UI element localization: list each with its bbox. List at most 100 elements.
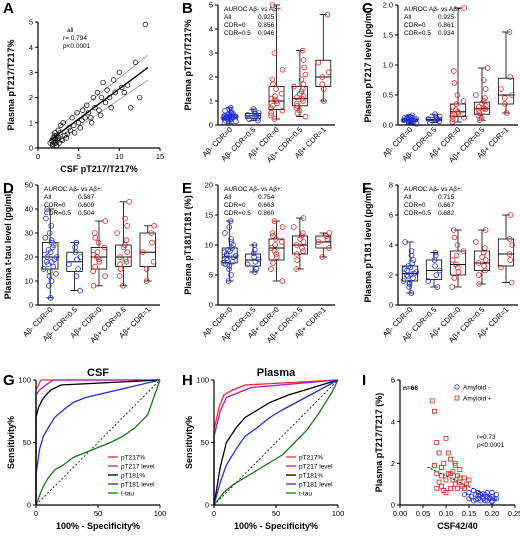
panel-b-point (272, 93, 278, 99)
panel-c-point (503, 110, 510, 116)
panel-d-ylabel: Plasma t-tau level (pg/ml) (3, 191, 13, 300)
panel-e-letter: E (182, 180, 192, 197)
panel-e-point (274, 254, 280, 260)
panel-b-auroc-label: All (224, 14, 232, 21)
panel-b-point (293, 94, 300, 101)
panel-b-point (299, 47, 306, 54)
panel-b-point (324, 11, 331, 18)
panel-f-auroc-label: CDR=0.5 (404, 210, 431, 217)
panel-i-xtick-label: 0.25 (508, 509, 520, 518)
panel-d-ytick-label: 40 (25, 205, 33, 214)
panel-f-ytick-label: 0 (389, 301, 393, 310)
panel-e-point (324, 236, 331, 242)
panel-f-point (479, 254, 485, 260)
panel-e-point (319, 254, 325, 260)
panel-h-xtick-label: 50 (272, 509, 280, 518)
panel-i-point-square (455, 485, 460, 491)
panel-d-point (49, 239, 55, 246)
panel-g-xtick-label: 100 (154, 509, 167, 518)
panel-b-point (227, 104, 234, 111)
panel-d-point (48, 278, 55, 284)
panel-a-point (64, 131, 70, 137)
panel-d-point (66, 261, 72, 268)
panel-a-annotation: all (67, 27, 74, 34)
panel-a-point (59, 137, 66, 144)
panel-e-point (293, 266, 300, 272)
panel-d-point (91, 230, 98, 236)
panel-f-point (455, 264, 461, 271)
panel-c-ytick-label: 0.0 (383, 121, 393, 130)
panel-a-point (69, 115, 75, 121)
panel-d: DAβ- CDR=0Aβ- CDR=0.5Aβ+ CDR=0Aβ+ CDR=0.… (3, 180, 160, 345)
panel-i-legend-label: Amyloid + (463, 395, 492, 402)
panel-d-auroc-value: 0.609 (78, 202, 95, 209)
panel-f-point (433, 272, 440, 278)
panel-e-point (233, 253, 239, 259)
panel-c-point (480, 77, 487, 83)
panel-g-xtick-label: 50 (94, 509, 102, 518)
panel-f-point (432, 252, 439, 259)
panel-f-ytick-label: 2 (389, 271, 393, 280)
panel-g-ytick-label: 100 (18, 376, 31, 385)
panel-f-ylabel: Plasma pT181 level (pg/ml) (363, 187, 373, 302)
panel-b-auroc-label: CDR=0.5 (224, 30, 251, 37)
panel-f-ytick-label: 6 (389, 211, 393, 220)
panel-h-legend-label: pT181% (299, 472, 323, 479)
panel-f-ytick-label: 8 (389, 181, 393, 190)
panel-a-point (96, 107, 102, 113)
panel-f-box (449, 250, 467, 276)
panel-a-point (52, 137, 58, 144)
panel-h-legend-label: pT181 level (299, 481, 333, 488)
panel-e-ytick-label: 10 (205, 241, 213, 250)
panel-h-legend-label: pT217% (299, 454, 323, 461)
panel-i-point-circle (493, 496, 500, 502)
panel-e-point (228, 236, 234, 242)
panel-f-point (509, 242, 516, 248)
panel-d-auroc-value: 0.504 (78, 210, 95, 217)
panel-b-point (319, 81, 326, 87)
panel-i-letter: I (362, 372, 366, 389)
panel-b-point (270, 81, 276, 87)
panel-i-point-square (445, 450, 451, 456)
panel-a-point (71, 122, 77, 128)
panel-e-auroc-title: AUROC Aβ- vs Aβ+: (224, 186, 283, 193)
panel-e-point (244, 261, 251, 268)
panel-f-point (482, 257, 489, 263)
panel-i-point-square (443, 435, 449, 441)
panel-c-point (508, 92, 515, 98)
panel-c-ytick-label: 1.0 (383, 61, 393, 70)
panel-i-point-circle (489, 499, 495, 505)
panel-a-point (108, 105, 114, 111)
panel-a-point (74, 110, 80, 116)
panel-i-ylabel: Plasma pT217/T217 (%) (374, 393, 384, 493)
panel-e-point (228, 239, 235, 245)
panel-d-point (126, 199, 132, 205)
panel-i-point-square (434, 440, 440, 445)
panel-f-point (455, 269, 462, 275)
panel-g-legend-label: pT181 level (121, 481, 155, 488)
panel-d-auroc-label: CDR=0.5 (44, 210, 71, 217)
panel-f-point (451, 234, 458, 241)
panel-b-point (279, 91, 285, 97)
panel-d-point (148, 230, 155, 236)
panel-b-point (271, 97, 278, 103)
panel-c-point (453, 107, 459, 113)
panel-e-point (299, 230, 306, 236)
panel-d-ytick-label: 20 (25, 253, 33, 262)
panel-c-auroc-value: 0.934 (438, 30, 455, 37)
panel-d-auroc-label: All (44, 194, 52, 201)
panel-d-point (46, 273, 53, 280)
panel-i-xtick-label: 0.05 (416, 509, 431, 518)
panel-d-point (151, 223, 158, 229)
panel-i-point-square (438, 483, 444, 489)
panel-d-point (46, 268, 53, 275)
panel-f-point (475, 260, 482, 266)
panel-a-point (76, 120, 82, 126)
panel-i-point-square (457, 475, 463, 481)
panel-c-auroc-label: All (404, 14, 412, 21)
panel-a-point (100, 79, 106, 86)
panel-e-auroc-value: 0.754 (258, 194, 275, 201)
panel-d-point (90, 282, 97, 289)
panel-a-point (67, 127, 74, 134)
panel-c-point (502, 95, 508, 101)
